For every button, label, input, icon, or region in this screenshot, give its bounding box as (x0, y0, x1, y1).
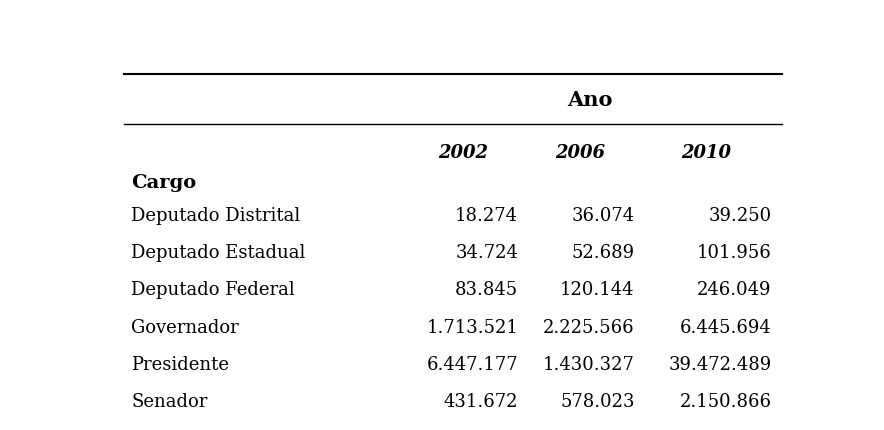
Text: 18.274: 18.274 (455, 206, 518, 224)
Text: 39.250: 39.250 (708, 206, 772, 224)
Text: 2006: 2006 (555, 144, 605, 162)
Text: 39.472.489: 39.472.489 (668, 355, 772, 373)
Text: 246.049: 246.049 (697, 281, 772, 299)
Text: 52.689: 52.689 (571, 244, 635, 261)
Text: 2002: 2002 (438, 144, 488, 162)
Text: Governador: Governador (131, 318, 239, 336)
Text: Deputado Distrital: Deputado Distrital (131, 206, 301, 224)
Text: Senador: Senador (131, 392, 208, 410)
Text: Deputado Estadual: Deputado Estadual (131, 244, 306, 261)
Text: 6.447.177: 6.447.177 (426, 355, 518, 373)
Text: 101.956: 101.956 (697, 244, 772, 261)
Text: Ano: Ano (568, 89, 613, 110)
Text: 431.672: 431.672 (444, 392, 518, 410)
Text: 2.225.566: 2.225.566 (543, 318, 635, 336)
Text: 578.023: 578.023 (560, 392, 635, 410)
Text: 83.845: 83.845 (455, 281, 518, 299)
Text: 34.724: 34.724 (455, 244, 518, 261)
Text: 1.713.521: 1.713.521 (426, 318, 518, 336)
Text: 120.144: 120.144 (560, 281, 635, 299)
Text: Deputado Federal: Deputado Federal (131, 281, 294, 299)
Text: Presidente: Presidente (131, 355, 229, 373)
Text: 2010: 2010 (682, 144, 732, 162)
Text: Cargo: Cargo (131, 173, 196, 191)
Text: 6.445.694: 6.445.694 (680, 318, 772, 336)
Text: 36.074: 36.074 (571, 206, 635, 224)
Text: 1.430.327: 1.430.327 (543, 355, 635, 373)
Text: 2.150.866: 2.150.866 (680, 392, 772, 410)
